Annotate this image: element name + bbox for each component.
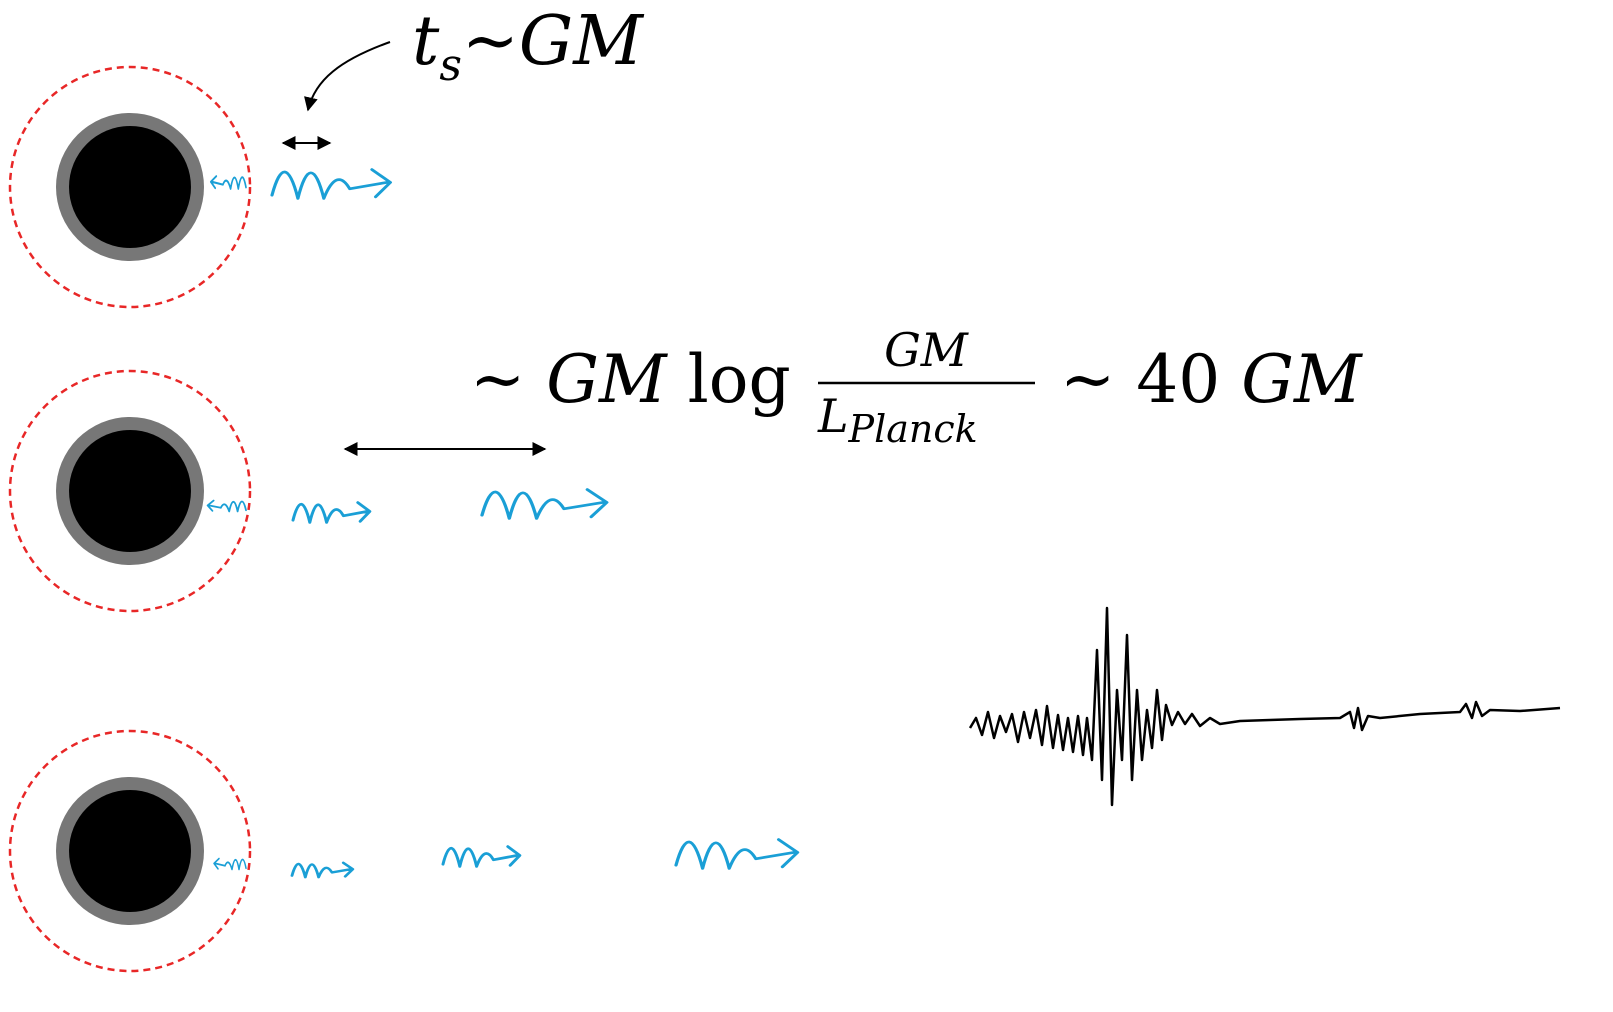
mass: GM	[546, 341, 668, 418]
outgoing-wave	[480, 487, 609, 521]
pointer-arrow	[304, 41, 391, 112]
black-hole-2	[8, 369, 252, 613]
denominator-subscript: Planck	[848, 407, 978, 451]
fraction-numerator: GM	[884, 323, 970, 377]
black-hole-3	[8, 729, 252, 973]
prefix: ~	[470, 341, 525, 418]
wave-packets	[206, 168, 800, 879]
ingoing-wave	[209, 175, 248, 190]
delay-formula: ~ GM log	[470, 341, 791, 418]
log: log	[688, 341, 791, 418]
echo-signal	[968, 606, 1561, 807]
outgoing-wave	[290, 861, 355, 879]
fraction-denominator: LPlanck	[817, 389, 978, 451]
ingoing-wave	[206, 499, 247, 513]
black-hole-1	[8, 65, 252, 309]
result-mass: GM	[1241, 341, 1363, 418]
outgoing-wave	[291, 501, 372, 524]
outgoing-wave	[270, 168, 392, 200]
subscript: s	[439, 40, 462, 91]
echo-time-label: ts~GM	[412, 2, 645, 91]
relation: ~GM	[462, 2, 645, 81]
relation: ~ 40	[1060, 341, 1220, 418]
symbol: t	[412, 2, 440, 81]
denominator: L	[817, 389, 849, 443]
outgoing-wave	[441, 845, 522, 868]
ingoing-wave	[213, 857, 247, 871]
outgoing-wave	[674, 837, 800, 871]
delay-result: ~ 40 GM	[1060, 341, 1363, 418]
